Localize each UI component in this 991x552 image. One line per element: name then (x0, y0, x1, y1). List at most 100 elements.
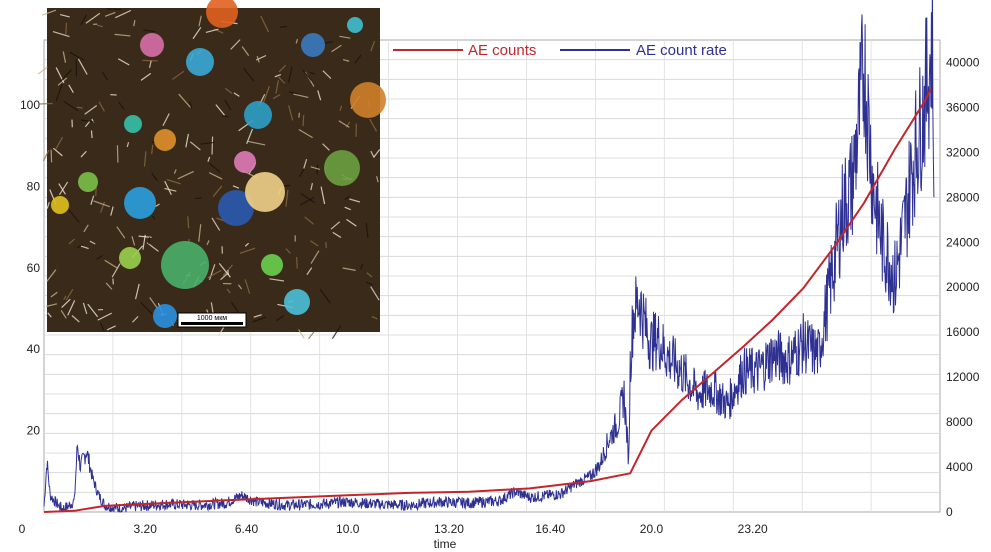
micrograph-fiber (232, 185, 240, 189)
micrograph-fiber (253, 314, 262, 318)
micrograph-fiber (185, 133, 189, 148)
micrograph-fiber (57, 77, 68, 86)
micrograph-fiber (346, 218, 357, 227)
micrograph-fiber (140, 72, 152, 81)
micrograph-grains (51, 0, 386, 328)
micrograph-fiber (198, 224, 202, 242)
micrograph-inset: 1000 мкм (37, 0, 386, 340)
micrograph-fiber (90, 195, 95, 205)
micrograph-fiber (366, 281, 373, 286)
y-right-tick-label: 40000 (946, 55, 980, 69)
micrograph-fiber (209, 162, 221, 174)
micrograph-fiber (272, 93, 281, 100)
micrograph-fiber (80, 119, 95, 123)
micrograph-fiber (366, 272, 373, 278)
y-right-tick-label: 36000 (946, 100, 980, 114)
micrograph-fiber (155, 203, 160, 207)
y-right-tick-label: 24000 (946, 235, 980, 249)
micrograph-fiber (146, 242, 159, 252)
micrograph-fiber (177, 170, 194, 180)
micrograph-fiber (360, 263, 364, 270)
micrograph-fiber (63, 100, 79, 112)
micrograph-fiber (82, 302, 88, 315)
micrograph-fiber (118, 101, 125, 111)
micrograph-fiber (252, 316, 267, 323)
micrograph-fiber (211, 217, 221, 231)
micrograph-fiber (230, 301, 239, 313)
micrograph-fiber (365, 222, 369, 238)
x-axis-label: time (434, 537, 457, 551)
micrograph-fiber (100, 201, 106, 213)
micrograph-fiber (287, 67, 293, 83)
y-right-tick-label: 4000 (946, 460, 973, 474)
micrograph-grain (51, 196, 69, 214)
micrograph-fiber (60, 309, 67, 319)
micrograph-fiber (246, 128, 254, 144)
micrograph-fiber (83, 224, 89, 233)
micrograph-fiber (188, 101, 193, 109)
micrograph-fiber (76, 106, 83, 109)
micrograph-fiber (310, 250, 320, 264)
micrograph-fiber (166, 179, 181, 185)
micrograph-fiber (189, 141, 201, 151)
micrograph-fiber (206, 240, 210, 246)
micrograph-fiber (68, 84, 74, 93)
y-right-tick-label: 16000 (946, 325, 980, 339)
legend-label-ae-counts: AE counts (468, 42, 536, 59)
legend-label-ae-count-rate: AE count rate (636, 42, 727, 59)
y-left-tick-label: 40 (27, 342, 41, 356)
micrograph-fiber (164, 187, 177, 192)
micrograph-fiber (243, 67, 255, 82)
micrograph-fiber (274, 73, 282, 78)
micrograph-fiber (308, 331, 315, 340)
micrograph-fiber (278, 64, 286, 73)
micrograph-fiber (68, 209, 80, 223)
micrograph-grain (154, 129, 176, 151)
micrograph-grain (301, 33, 325, 57)
y-right-tick-label: 12000 (946, 370, 980, 384)
micrograph-fiber (42, 149, 50, 162)
micrograph-fiber (192, 26, 202, 40)
micrograph-grain (284, 289, 310, 315)
micrograph-fiber (288, 91, 299, 95)
micrograph-fiber (99, 322, 105, 332)
micrograph-fiber (275, 80, 280, 94)
micrograph-grain (161, 241, 209, 289)
micrograph-fiber (80, 245, 89, 250)
micrograph-fiber (60, 69, 72, 82)
micrograph-fiber (149, 297, 159, 310)
micrograph-fiber (80, 150, 87, 158)
micrograph-fiber (59, 13, 70, 18)
micrograph-fiber (300, 193, 315, 204)
micrograph-fiber (304, 216, 315, 225)
micrograph-fiber (101, 71, 109, 81)
micrograph-fiber (322, 70, 332, 80)
micrograph-fiber (85, 12, 101, 24)
micrograph-fiber (302, 69, 312, 81)
series-layer (43, 0, 935, 513)
micrograph-fiber (114, 33, 131, 37)
micrograph-fiber (302, 114, 305, 127)
tick-labels: 0 3.20 6.40 10.0 13.20 16.40 20.0 23.20 20 40 60 80… (19, 55, 980, 536)
micrograph-fiber (310, 166, 321, 171)
micrograph-fiber (131, 315, 139, 323)
micrograph-fiber (106, 8, 122, 11)
micrograph-fiber (148, 60, 152, 68)
micrograph-grain (218, 190, 254, 226)
micrograph-fiber (84, 105, 98, 115)
micrograph-fiber (247, 140, 266, 146)
micrograph-fiber (298, 112, 300, 118)
micrograph-fiber (278, 76, 286, 84)
micrograph-fiber (62, 51, 67, 63)
y-right-tick-label: 32000 (946, 145, 980, 159)
micrograph-fiber (131, 236, 136, 246)
micrograph-fiber (142, 59, 158, 62)
micrograph-fiber (322, 143, 330, 151)
scale-bar: 1000 мкм (177, 312, 247, 328)
x-tick-label: 23.20 (738, 522, 768, 536)
micrograph-fiber (279, 25, 287, 28)
micrograph-fiber (80, 14, 88, 26)
micrograph-fiber (211, 136, 214, 155)
micrograph-fiber (331, 325, 342, 339)
micrograph-fiber (215, 104, 226, 116)
